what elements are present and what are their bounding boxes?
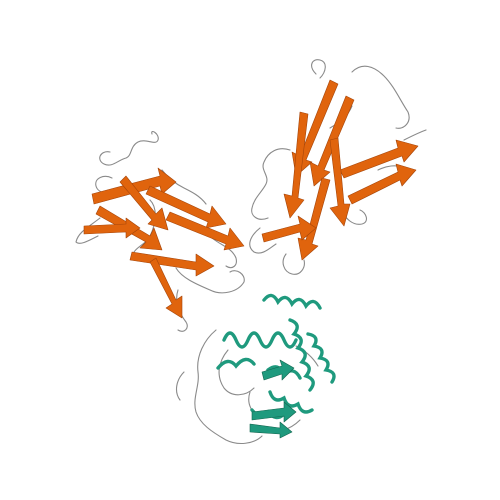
right-beta-domain <box>249 59 427 275</box>
helical-domain-strand <box>251 401 297 423</box>
right-beta-strand <box>261 215 317 243</box>
helical-domain <box>175 293 336 445</box>
left-beta-domain <box>75 131 245 332</box>
alpha-helix <box>262 293 322 310</box>
right-beta-strand <box>329 137 351 227</box>
right-beta-strand <box>339 139 419 179</box>
helical-domain-strand <box>261 359 295 381</box>
alpha-helix <box>306 332 336 384</box>
left-beta-strand <box>83 217 141 239</box>
alpha-helix <box>216 357 256 370</box>
left-beta-strand <box>145 185 227 229</box>
left-beta-strand <box>165 211 245 251</box>
right-beta-strand <box>297 177 331 261</box>
left-beta-strand <box>149 257 183 319</box>
alpha-helix <box>268 390 314 414</box>
helical-domain-strand <box>249 421 293 439</box>
alpha-helix <box>288 318 315 392</box>
left-beta-strand <box>129 251 215 277</box>
left-beta-strand <box>119 175 169 231</box>
right-beta-strand <box>347 163 417 205</box>
alpha-helix <box>222 331 298 349</box>
right-beta-strand <box>283 111 309 219</box>
